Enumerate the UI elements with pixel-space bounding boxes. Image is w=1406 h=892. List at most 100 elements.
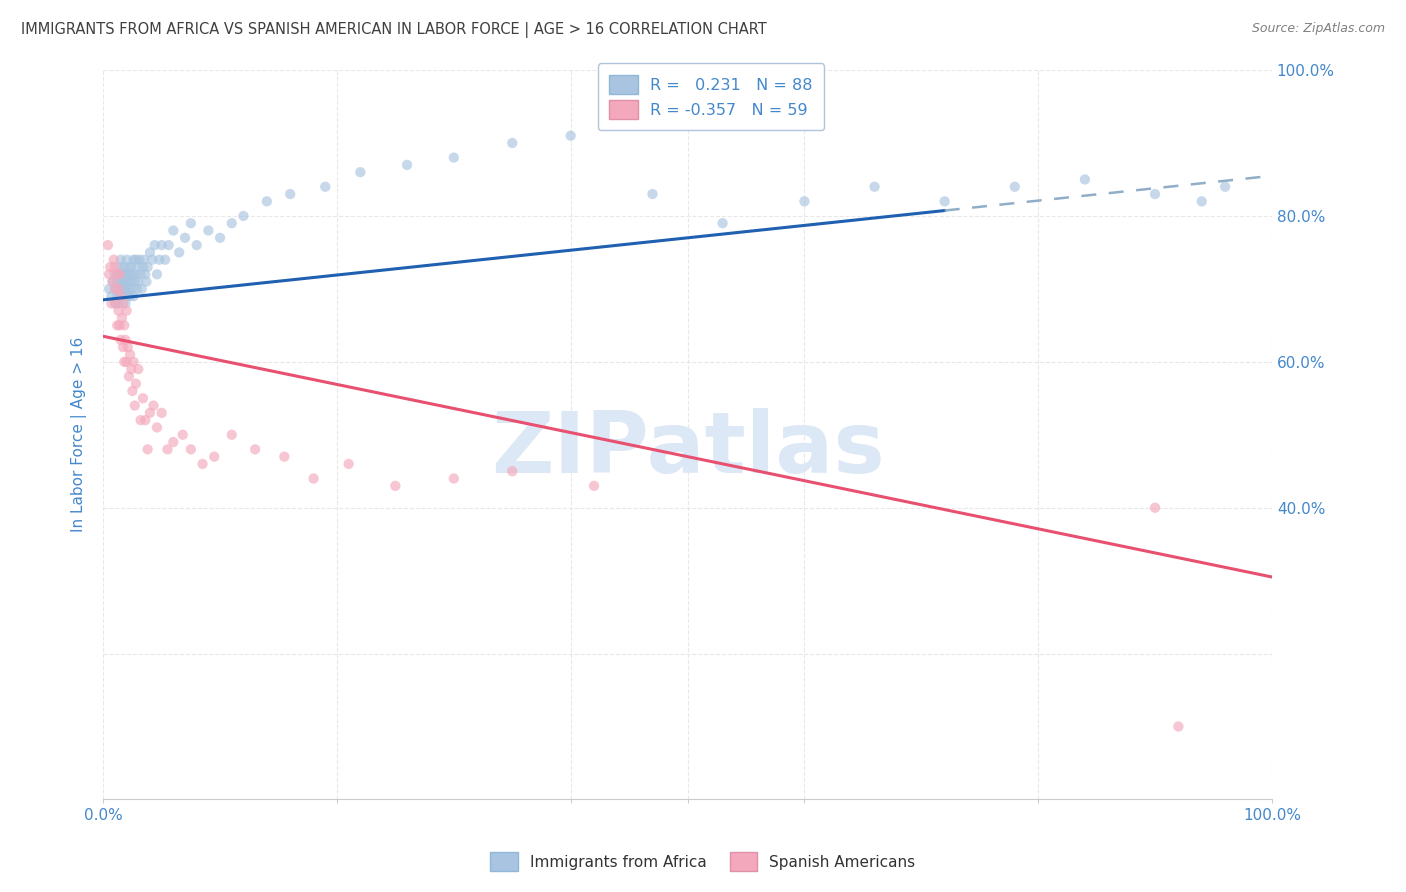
Point [349,165,371,179]
Point [118,282,141,296]
Point [157,238,180,252]
Point [1144,500,1167,515]
Point [156,442,179,457]
Point [337,457,360,471]
Point [120,267,142,281]
Point [108,267,131,281]
Point [121,267,143,281]
Point [134,413,156,427]
Point [135,275,157,289]
Point [443,151,465,165]
Point [167,245,190,260]
Point [103,252,125,267]
Point [108,318,131,333]
Point [132,392,155,406]
Legend: R =   0.231   N = 88, R = -0.357   N = 59: R = 0.231 N = 88, R = -0.357 N = 59 [598,63,824,130]
Point [122,289,145,303]
Point [112,355,135,369]
Point [197,223,219,237]
Point [114,333,136,347]
Point [146,420,169,434]
Point [221,427,243,442]
Point [1074,172,1097,186]
Point [278,187,301,202]
Point [162,435,184,450]
Point [243,442,266,457]
Point [112,289,135,303]
Point [112,267,135,281]
Point [641,187,664,202]
Point [793,194,815,209]
Point [139,406,162,420]
Point [256,194,278,209]
Point [118,369,141,384]
Point [443,471,465,485]
Point [114,275,136,289]
Point [120,362,142,376]
Point [115,252,138,267]
Point [1004,179,1026,194]
Point [115,267,138,281]
Point [108,260,131,274]
Point [112,296,135,310]
Point [136,260,159,274]
Point [110,289,132,303]
Point [583,479,606,493]
Point [560,128,582,143]
Point [105,267,128,281]
Point [711,216,734,230]
Point [127,362,149,376]
Point [134,267,156,281]
Point [191,457,214,471]
Point [128,252,150,267]
Point [122,355,145,369]
Point [1167,719,1189,733]
Point [180,442,202,457]
Point [98,282,121,296]
Point [180,216,202,230]
Point [124,399,146,413]
Point [107,303,129,318]
Point [1213,179,1236,194]
Legend: Immigrants from Africa, Spanish Americans: Immigrants from Africa, Spanish American… [484,847,922,877]
Point [97,238,120,252]
Point [148,252,170,267]
Point [101,275,124,289]
Point [172,427,194,442]
Point [107,296,129,310]
Point [162,223,184,237]
Y-axis label: In Labor Force | Age > 16: In Labor Force | Age > 16 [72,337,87,533]
Point [124,275,146,289]
Point [232,209,254,223]
Point [118,260,141,274]
Point [120,289,142,303]
Point [114,296,136,310]
Point [934,194,956,209]
Point [101,275,124,289]
Point [111,267,134,281]
Point [221,216,243,230]
Point [105,275,128,289]
Text: IMMIGRANTS FROM AFRICA VS SPANISH AMERICAN IN LABOR FORCE | AGE > 16 CORRELATION: IMMIGRANTS FROM AFRICA VS SPANISH AMERIC… [21,22,766,38]
Point [107,267,129,281]
Point [146,267,169,281]
Point [142,399,165,413]
Point [141,252,163,267]
Point [314,179,336,194]
Point [115,282,138,296]
Point [1191,194,1213,209]
Point [105,282,128,296]
Point [121,384,143,398]
Point [121,282,143,296]
Point [104,260,127,274]
Point [112,275,135,289]
Point [209,231,232,245]
Point [104,282,127,296]
Point [186,238,208,252]
Point [100,296,122,310]
Point [104,296,127,310]
Point [98,267,121,281]
Point [104,267,127,281]
Point [122,252,145,267]
Text: ZIPatlas: ZIPatlas [491,408,884,491]
